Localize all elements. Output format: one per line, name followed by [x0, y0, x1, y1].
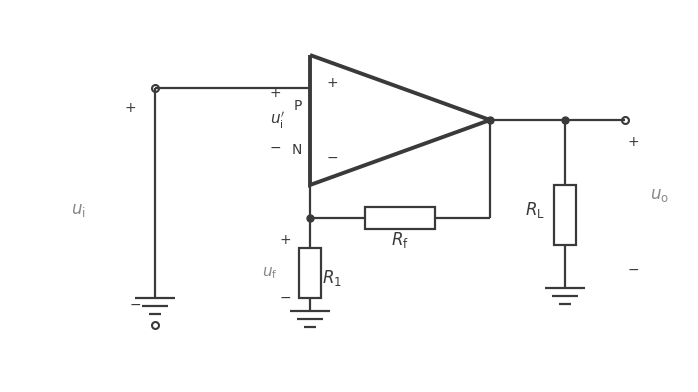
Text: +: + — [124, 100, 136, 114]
Text: $R_{\rm 1}$: $R_{\rm 1}$ — [322, 268, 342, 288]
Text: −: − — [129, 298, 141, 312]
Text: $u_{\rm i}$: $u_{\rm i}$ — [70, 201, 85, 219]
Text: +: + — [628, 135, 639, 149]
Text: N: N — [292, 143, 302, 156]
Bar — [554, 185, 576, 245]
Text: −: − — [269, 140, 281, 154]
Text: P: P — [294, 98, 302, 113]
Text: $u_{\rm o}$: $u_{\rm o}$ — [651, 186, 669, 204]
Text: −: − — [628, 263, 639, 277]
Text: −: − — [279, 291, 291, 305]
Text: $R_{\rm f}$: $R_{\rm f}$ — [391, 230, 409, 250]
Text: $R_{\rm L}$: $R_{\rm L}$ — [525, 200, 545, 220]
Text: −: − — [326, 151, 338, 165]
Text: +: + — [269, 85, 281, 100]
Text: $u_{\rm i}'$: $u_{\rm i}'$ — [270, 109, 285, 131]
Bar — [365, 207, 435, 229]
Bar — [299, 248, 321, 298]
Text: +: + — [326, 76, 338, 89]
Text: +: + — [279, 233, 291, 247]
Text: $u_{\rm f}$: $u_{\rm f}$ — [262, 265, 278, 281]
